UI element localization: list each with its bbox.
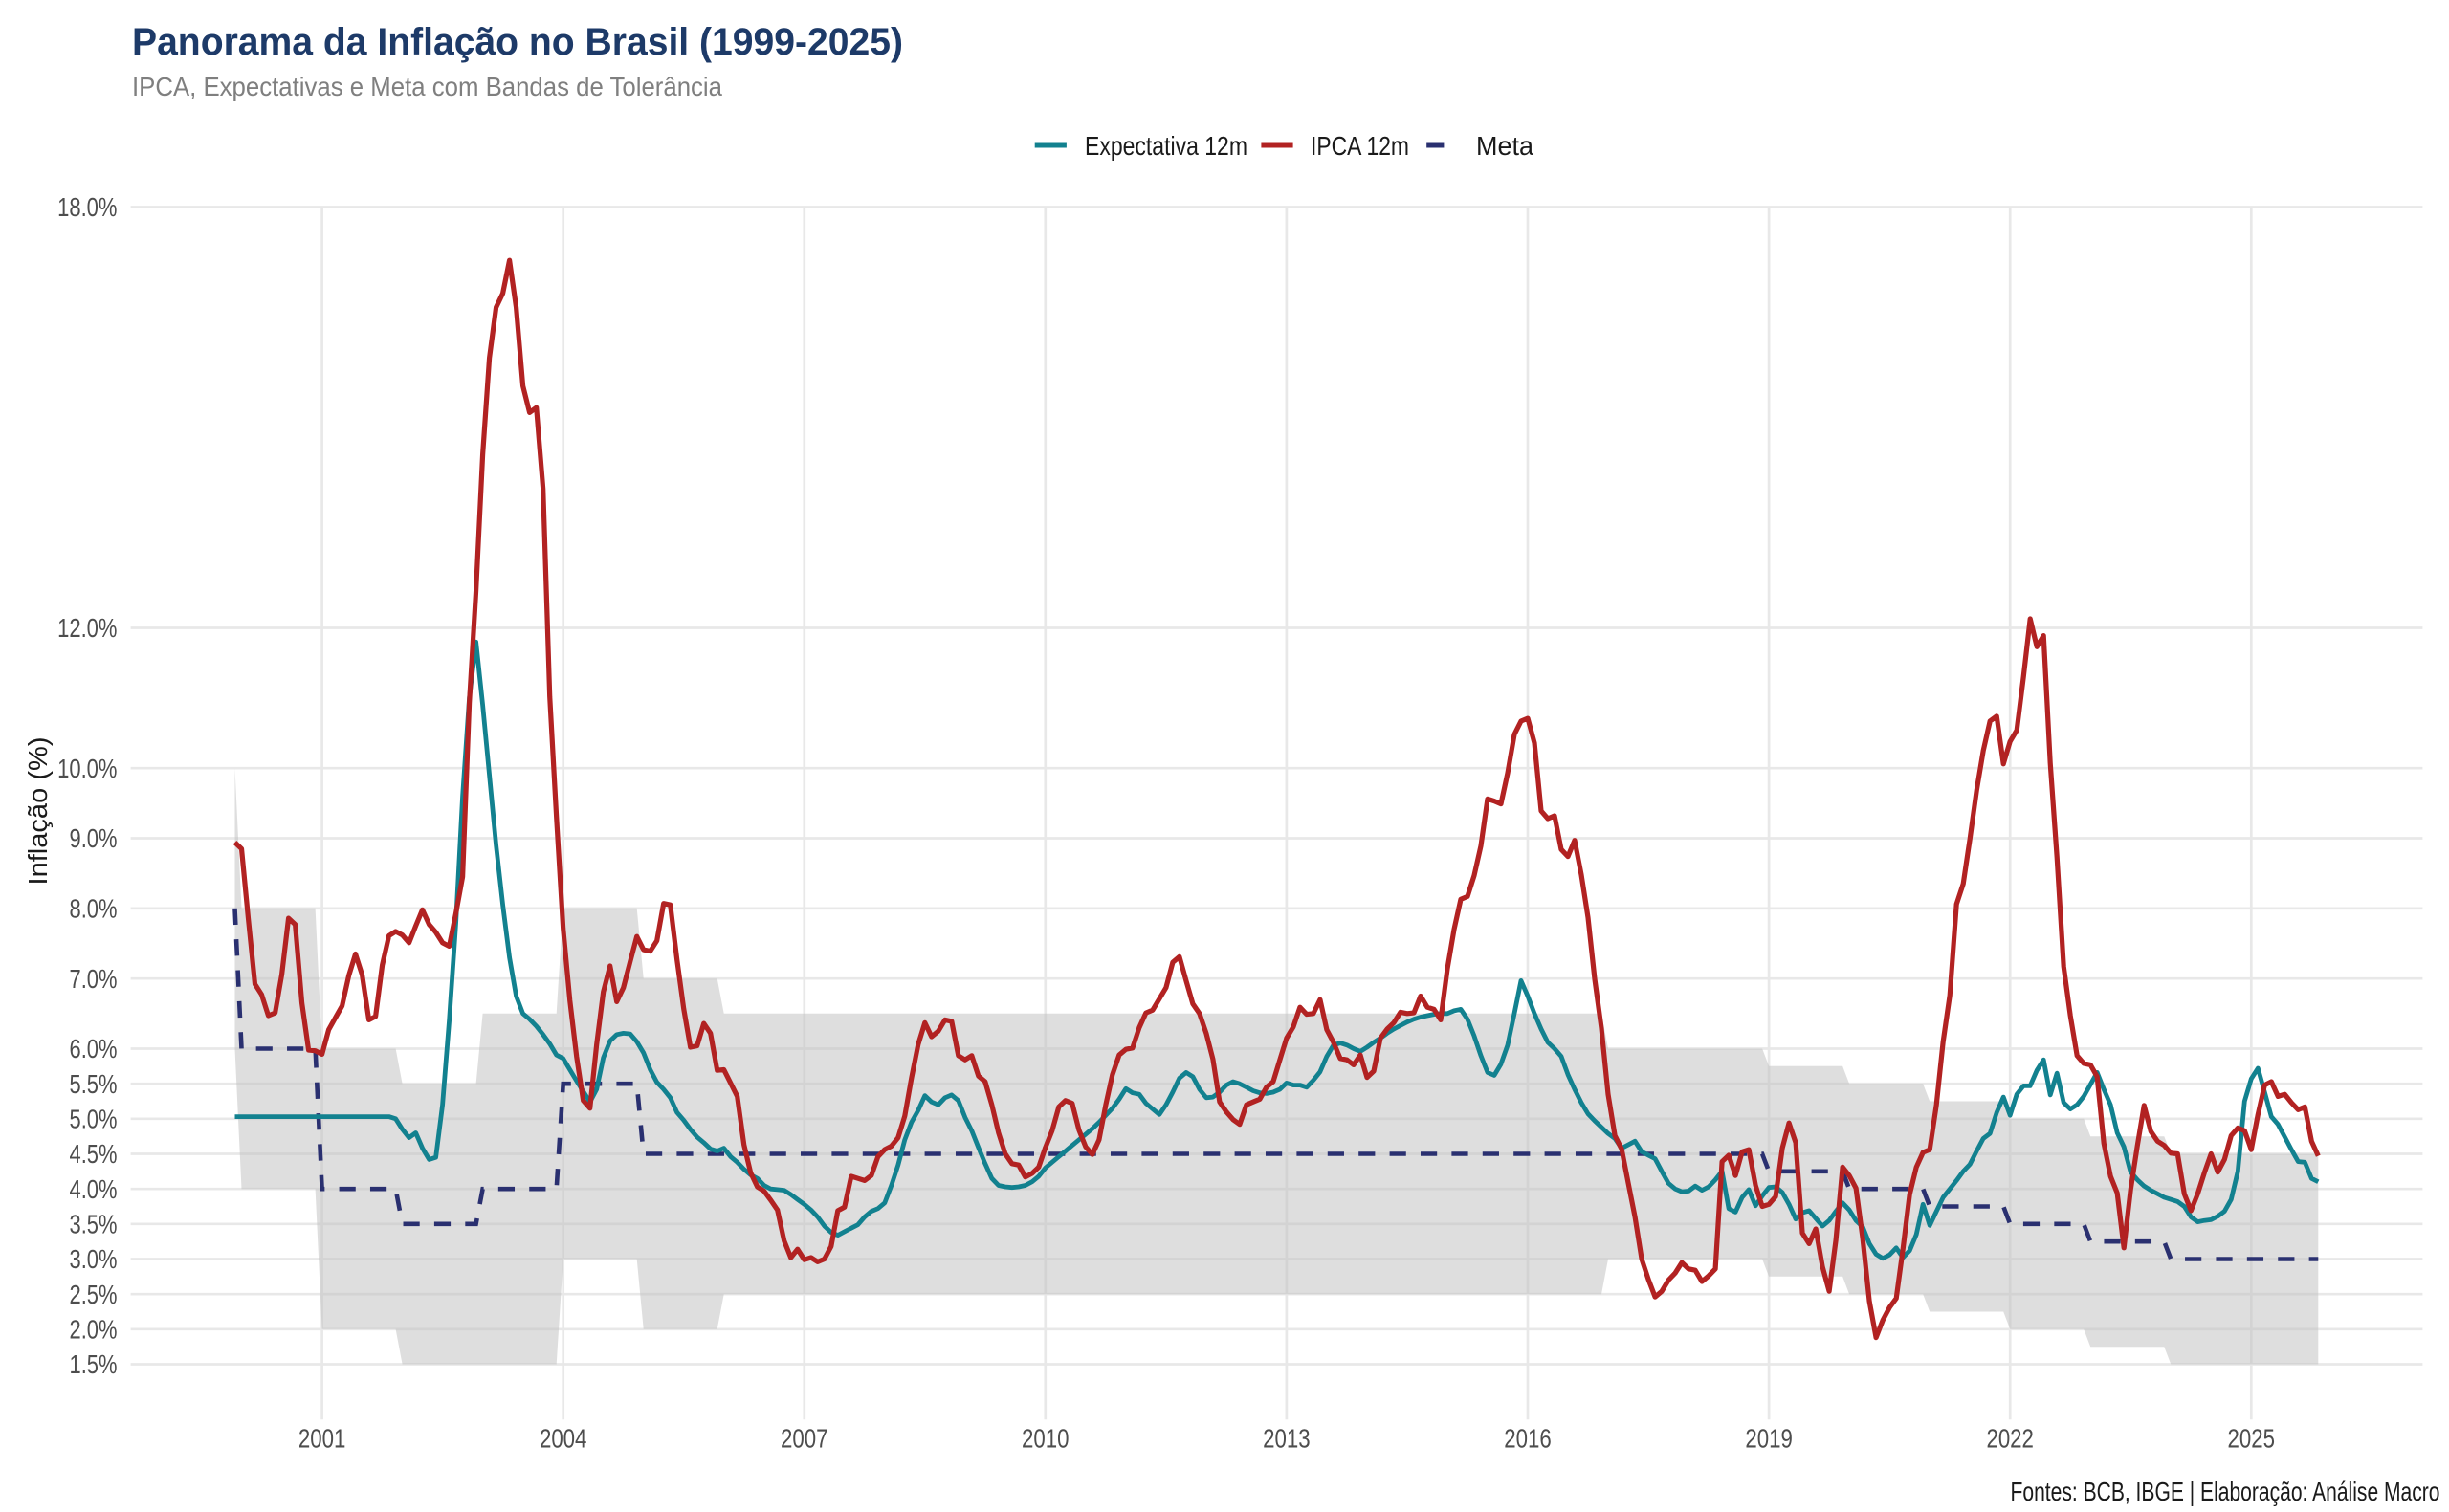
svg-text:2019: 2019 xyxy=(1745,1424,1793,1454)
svg-text:Fontes: BCB, IBGE | Elaboração: Fontes: BCB, IBGE | Elaboração: Análise … xyxy=(2011,1477,2440,1506)
svg-text:4.5%: 4.5% xyxy=(70,1139,118,1169)
svg-text:2016: 2016 xyxy=(1504,1424,1552,1454)
svg-text:10.0%: 10.0% xyxy=(57,754,117,783)
svg-text:6.0%: 6.0% xyxy=(70,1034,118,1063)
svg-text:1.5%: 1.5% xyxy=(70,1349,118,1379)
svg-text:8.0%: 8.0% xyxy=(70,894,118,924)
svg-text:2.5%: 2.5% xyxy=(70,1280,118,1309)
svg-text:2001: 2001 xyxy=(298,1424,346,1454)
svg-text:3.5%: 3.5% xyxy=(70,1210,118,1239)
svg-text:2004: 2004 xyxy=(540,1424,587,1454)
svg-text:Panorama da Inflação no Brasil: Panorama da Inflação no Brasil (1999-202… xyxy=(132,21,903,63)
svg-text:4.0%: 4.0% xyxy=(70,1174,118,1204)
svg-text:5.5%: 5.5% xyxy=(70,1069,118,1099)
svg-text:Expectativa 12m: Expectativa 12m xyxy=(1085,131,1247,161)
svg-text:5.0%: 5.0% xyxy=(70,1105,118,1134)
svg-text:3.0%: 3.0% xyxy=(70,1244,118,1274)
svg-text:IPCA 12m: IPCA 12m xyxy=(1311,131,1409,161)
svg-text:2022: 2022 xyxy=(1986,1424,2034,1454)
svg-text:12.0%: 12.0% xyxy=(57,613,117,643)
svg-text:2007: 2007 xyxy=(781,1424,828,1454)
svg-text:9.0%: 9.0% xyxy=(70,823,118,853)
svg-text:Meta: Meta xyxy=(1476,131,1534,161)
svg-text:2010: 2010 xyxy=(1022,1424,1070,1454)
svg-text:18.0%: 18.0% xyxy=(57,192,117,222)
svg-text:7.0%: 7.0% xyxy=(70,964,118,994)
svg-text:Inflação (%): Inflação (%) xyxy=(23,737,53,886)
svg-text:2013: 2013 xyxy=(1263,1424,1311,1454)
svg-text:IPCA, Expectativas e Meta com: IPCA, Expectativas e Meta com Bandas de … xyxy=(132,72,723,101)
svg-text:2.0%: 2.0% xyxy=(70,1315,118,1345)
svg-text:2025: 2025 xyxy=(2228,1424,2276,1454)
